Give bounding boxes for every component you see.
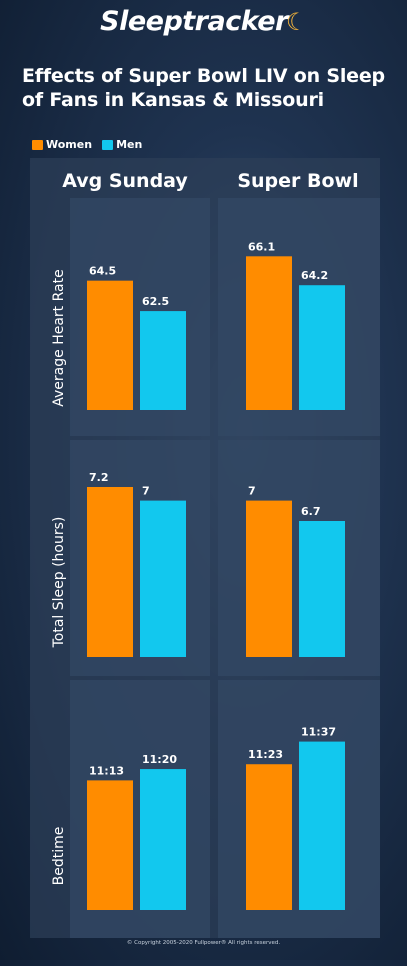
page-title: Effects of Super Bowl LIV on Sleep of Fa… [22, 65, 385, 111]
legend-item-women: Women [32, 138, 92, 151]
column-header-super-bowl: Super Bowl [237, 170, 359, 192]
bar-label-total-sleep-super-bowl-men: 6.7 [301, 505, 321, 518]
bar-total-sleep-super-bowl-women [246, 500, 292, 657]
bar-bedtime-super-bowl-men [299, 741, 345, 910]
legend-swatch-women [32, 139, 43, 150]
bar-bedtime-avg-sunday-women [87, 780, 133, 910]
bar-bedtime-avg-sunday-men [140, 769, 186, 910]
legend: Women Men [32, 138, 152, 151]
bar-heart-rate-super-bowl-men [299, 285, 345, 410]
bar-label-heart-rate-super-bowl-women: 66.1 [248, 240, 275, 253]
copyright-footer: © Copyright 2005-2020 Fullpower® All rig… [126, 940, 281, 946]
legend-label-women: Women [46, 138, 93, 151]
moon-icon: ☾ [285, 8, 308, 36]
bar-total-sleep-avg-sunday-men [140, 500, 186, 657]
bar-label-total-sleep-super-bowl-women: 7 [248, 485, 256, 498]
bar-label-heart-rate-avg-sunday-women: 64.5 [89, 265, 116, 278]
bar-bedtime-super-bowl-women [246, 764, 292, 910]
column-header-avg-sunday: Avg Sunday [62, 170, 188, 192]
bar-label-bedtime-super-bowl-men: 11:37 [301, 726, 336, 739]
bar-heart-rate-super-bowl-women [246, 256, 292, 410]
bar-label-total-sleep-avg-sunday-men: 7 [142, 485, 150, 498]
brand-logo: Sleeptracker☾ [100, 6, 308, 37]
legend-swatch-men [102, 139, 114, 150]
bar-label-heart-rate-super-bowl-men: 64.2 [301, 269, 328, 282]
bar-total-sleep-super-bowl-men [299, 521, 345, 657]
bar-heart-rate-avg-sunday-women [87, 280, 133, 410]
bar-total-sleep-avg-sunday-women [87, 487, 133, 657]
bar-label-total-sleep-avg-sunday-women: 7.2 [89, 471, 109, 484]
legend-label-men: Men [116, 138, 143, 151]
bar-label-bedtime-avg-sunday-men: 11:20 [142, 753, 177, 766]
bar-label-bedtime-avg-sunday-women: 11:13 [89, 764, 124, 777]
legend-item-men: Men [102, 138, 142, 151]
bar-heart-rate-avg-sunday-men [140, 311, 186, 410]
bar-label-bedtime-super-bowl-women: 11:23 [248, 748, 283, 761]
bar-label-heart-rate-avg-sunday-men: 62.5 [142, 295, 169, 308]
